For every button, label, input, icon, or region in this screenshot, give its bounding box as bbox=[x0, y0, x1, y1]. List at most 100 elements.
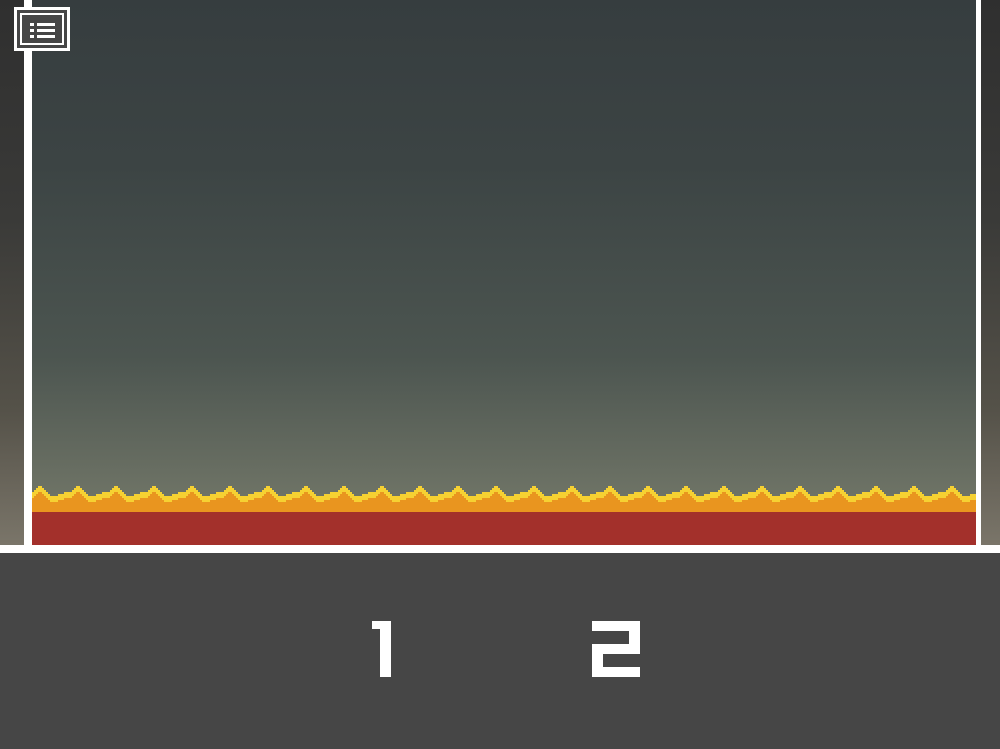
lava-crest-pixel bbox=[182, 498, 184, 514]
lava-highlight-pixel bbox=[248, 494, 250, 502]
lava-highlight-pixel bbox=[438, 494, 440, 502]
lava-crest-pixel bbox=[762, 492, 764, 514]
lava-highlight-pixel bbox=[574, 488, 576, 496]
lava-crest-pixel bbox=[242, 502, 244, 514]
lava-crest-pixel bbox=[708, 500, 710, 514]
lava-highlight-pixel bbox=[386, 490, 388, 498]
lava-crest-pixel bbox=[118, 494, 120, 514]
lava-crest-pixel bbox=[602, 498, 604, 514]
lava-crest-pixel bbox=[730, 498, 732, 514]
lava-crest-pixel bbox=[932, 500, 934, 514]
lava-highlight-pixel bbox=[962, 496, 964, 504]
lava-highlight-pixel bbox=[318, 496, 320, 504]
lava-highlight-pixel bbox=[62, 494, 64, 502]
lava-crest-pixel bbox=[594, 500, 596, 514]
lava-highlight-pixel bbox=[316, 496, 318, 504]
lava-crest-pixel bbox=[422, 494, 424, 514]
lava-crest-pixel bbox=[658, 502, 660, 514]
lava-highlight-pixel bbox=[920, 492, 922, 500]
lava-crest-pixel bbox=[134, 500, 136, 514]
lava-highlight-pixel bbox=[330, 492, 332, 500]
lava-crest-pixel bbox=[486, 498, 488, 514]
lava-highlight-pixel bbox=[502, 492, 504, 500]
lava-highlight-pixel bbox=[738, 496, 740, 504]
lava-crest-pixel bbox=[690, 496, 692, 514]
lava-crest-pixel bbox=[788, 498, 790, 514]
lava-crest bbox=[32, 492, 976, 514]
lava-highlight-pixel bbox=[368, 492, 370, 500]
lava-crest-pixel bbox=[38, 492, 40, 514]
lava-highlight-pixel bbox=[80, 488, 82, 496]
lava-highlight-pixel bbox=[518, 494, 520, 502]
lava-crest-pixel bbox=[220, 498, 222, 514]
lava-crest-pixel bbox=[150, 494, 152, 514]
lava-highlight-pixel bbox=[32, 492, 34, 500]
lava-crest-pixel bbox=[546, 502, 548, 514]
lava-highlight-pixel bbox=[146, 492, 148, 500]
lava-highlight-pixel bbox=[758, 488, 760, 496]
lava-highlight-pixel bbox=[72, 490, 74, 498]
lava-highlight-pixel bbox=[534, 486, 536, 494]
lava-highlight-pixel bbox=[924, 496, 926, 504]
menu-button[interactable] bbox=[14, 7, 70, 51]
lava-highlight-pixel bbox=[100, 494, 102, 502]
lava-highlight-pixel bbox=[956, 490, 958, 498]
lava-highlight-pixel bbox=[582, 496, 584, 504]
lava-highlight-pixel bbox=[460, 488, 462, 496]
lava-crest-pixel bbox=[170, 502, 172, 514]
lava-highlight-pixel bbox=[162, 494, 164, 502]
lava-highlight-pixel bbox=[610, 486, 612, 494]
lava-crest-pixel bbox=[866, 498, 868, 514]
lava-highlight-pixel bbox=[974, 494, 976, 502]
lava-crest-pixel bbox=[202, 502, 204, 514]
lava-highlight-pixel bbox=[864, 492, 866, 500]
lava-highlight-pixel bbox=[630, 494, 632, 502]
lava-crest-pixel bbox=[632, 500, 634, 514]
lava-crest-pixel bbox=[198, 498, 200, 514]
lava-highlight-pixel bbox=[812, 496, 814, 504]
lava-highlight-pixel bbox=[448, 492, 450, 500]
lava-highlight-pixel bbox=[504, 494, 506, 502]
lava-crest-pixel bbox=[946, 496, 948, 514]
lava-crest-pixel bbox=[588, 502, 590, 514]
lava-highlight-pixel bbox=[296, 492, 298, 500]
lava-highlight-pixel bbox=[140, 492, 142, 500]
lava-highlight-pixel bbox=[700, 496, 702, 504]
lava-highlight-pixel bbox=[402, 494, 404, 502]
lava-crest-pixel bbox=[612, 494, 614, 514]
lava-crest-pixel bbox=[634, 498, 636, 514]
lava-highlight-pixel bbox=[144, 492, 146, 500]
lava-crest-pixel bbox=[814, 502, 816, 514]
lava-highlight-pixel bbox=[56, 496, 58, 504]
lava-crest-pixel bbox=[624, 502, 626, 514]
lava-crest-pixel bbox=[808, 500, 810, 514]
lava-crest-pixel bbox=[534, 492, 536, 514]
lava-crest-pixel bbox=[668, 500, 670, 514]
lava-crest-pixel bbox=[678, 498, 680, 514]
lava-crest-pixel bbox=[724, 492, 726, 514]
lava-highlight-pixel bbox=[74, 488, 76, 496]
lava-highlight-pixel bbox=[382, 486, 384, 494]
lava-crest-pixel bbox=[416, 494, 418, 514]
lava-highlight-pixel bbox=[898, 494, 900, 502]
lava-highlight-pixel bbox=[334, 492, 336, 500]
lava-crest-pixel bbox=[102, 498, 104, 514]
lava-highlight-pixel bbox=[682, 488, 684, 496]
lava-crest-pixel bbox=[940, 498, 942, 514]
lava-highlight-pixel bbox=[840, 488, 842, 496]
lava-crest-pixel bbox=[154, 492, 156, 514]
lava-crest-pixel bbox=[234, 496, 236, 514]
lava-highlight-pixel bbox=[942, 492, 944, 500]
lava-crest-pixel bbox=[468, 502, 470, 514]
lava-crest-pixel bbox=[420, 492, 422, 514]
lava-crest-pixel bbox=[568, 494, 570, 514]
lava-crest-pixel bbox=[772, 502, 774, 514]
lava-highlight-pixel bbox=[170, 496, 172, 504]
lava-crest-pixel bbox=[214, 500, 216, 514]
lava-crest-pixel bbox=[514, 500, 516, 514]
lava-highlight-pixel bbox=[358, 496, 360, 504]
lava-crest-pixel bbox=[898, 500, 900, 514]
lava-highlight-pixel bbox=[970, 494, 972, 502]
lava-highlight-pixel bbox=[870, 490, 872, 498]
lava-crest-pixel bbox=[928, 502, 930, 514]
